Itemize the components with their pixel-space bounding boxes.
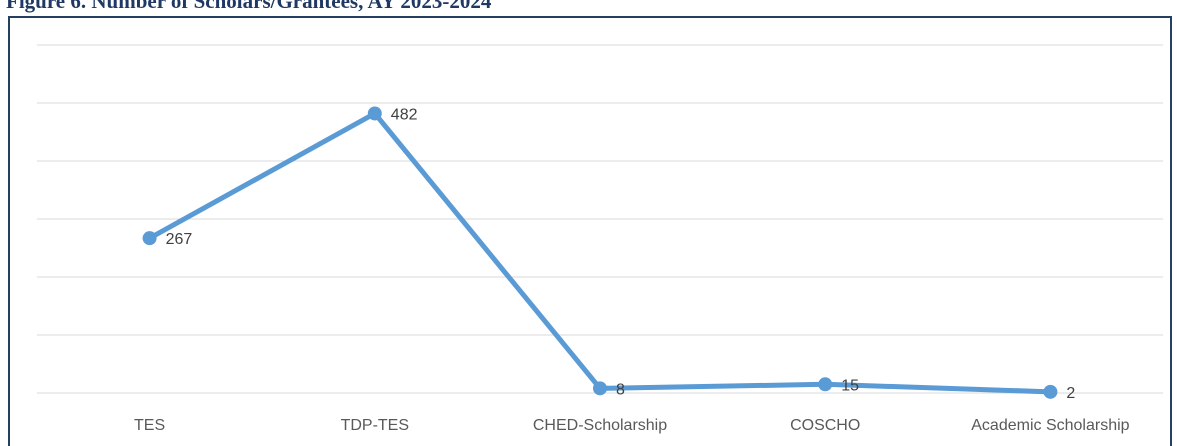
data-label: 482 bbox=[391, 106, 418, 123]
data-label: 2 bbox=[1066, 385, 1075, 402]
data-point bbox=[593, 381, 607, 396]
chart-title: Figure 6. Number of Scholars/Grantees, A… bbox=[6, 0, 492, 13]
data-point bbox=[142, 231, 157, 246]
x-tick-label: TES bbox=[134, 417, 165, 434]
chart-frame bbox=[8, 16, 1172, 446]
x-tick-label: Academic Scholarship bbox=[971, 417, 1129, 434]
data-label: 8 bbox=[616, 381, 625, 398]
x-tick-label: COSCHO bbox=[790, 417, 860, 434]
data-point bbox=[818, 377, 833, 392]
data-label: 267 bbox=[166, 231, 193, 248]
data-line bbox=[148, 110, 1051, 395]
x-tick-label: CHED-Scholarship bbox=[533, 417, 667, 434]
data-point bbox=[367, 106, 382, 121]
data-point bbox=[1043, 384, 1058, 399]
x-tick-label: TDP-TES bbox=[341, 417, 409, 434]
data-label: 15 bbox=[841, 377, 859, 394]
